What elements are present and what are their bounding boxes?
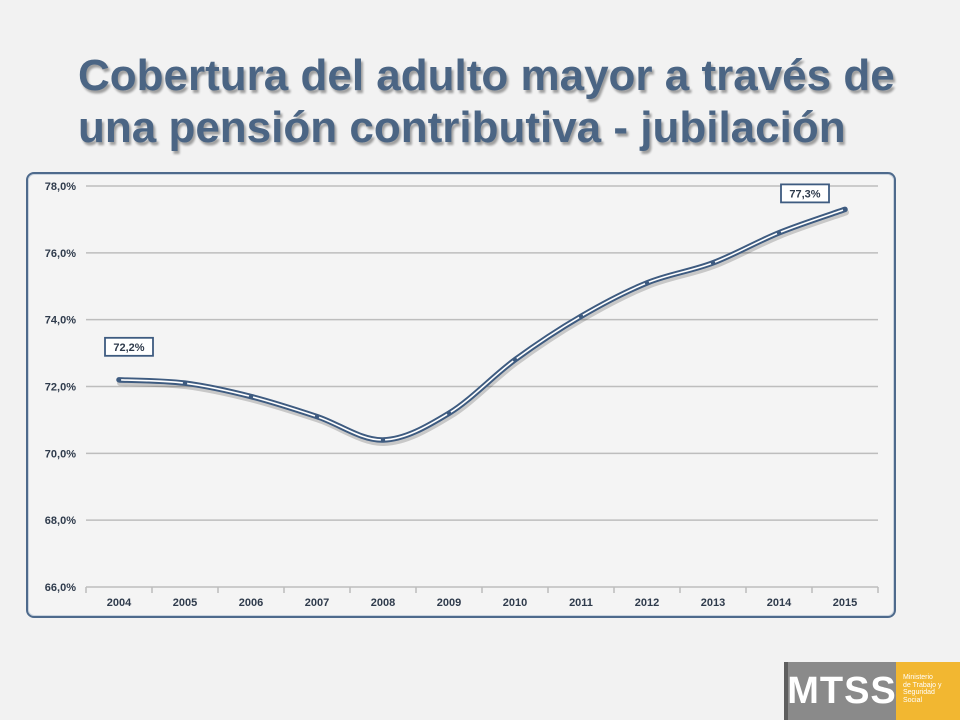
x-tick-label: 2004 bbox=[107, 597, 132, 609]
data-label-box bbox=[780, 183, 830, 204]
data-point bbox=[512, 357, 518, 362]
y-tick-label: 72,0% bbox=[45, 382, 76, 394]
x-tick-label: 2010 bbox=[503, 597, 527, 609]
y-tick-label: 78,0% bbox=[45, 181, 76, 193]
data-point bbox=[710, 260, 716, 266]
x-tick-label: 2015 bbox=[833, 597, 857, 609]
series-line-highlight bbox=[118, 208, 846, 441]
x-tick-label: 2006 bbox=[239, 597, 263, 609]
data-point bbox=[182, 380, 188, 386]
x-tick-label: 2011 bbox=[569, 597, 593, 609]
slide-title: Cobertura del adulto mayor a través de u… bbox=[78, 51, 895, 152]
y-tick-label: 66,0% bbox=[45, 582, 76, 594]
series-line-shadow bbox=[117, 209, 849, 446]
y-tick-label: 76,0% bbox=[45, 248, 76, 260]
y-tick-label: 74,0% bbox=[45, 315, 76, 327]
x-tick-label: 2005 bbox=[173, 597, 197, 609]
logo-ministry-name: Ministerio de Trabajo y Seguridad Social bbox=[896, 662, 960, 720]
series-line bbox=[116, 206, 848, 443]
data-point bbox=[578, 314, 584, 319]
x-tick-label: 2008 bbox=[371, 597, 395, 609]
y-tick-label: 68,0% bbox=[45, 515, 76, 527]
x-tick-label: 2009 bbox=[437, 597, 461, 609]
data-label: 72,2% bbox=[113, 342, 144, 354]
x-tick-label: 2012 bbox=[635, 597, 659, 609]
data-label: 77,3% bbox=[789, 188, 820, 200]
data-point bbox=[248, 394, 254, 399]
x-tick-label: 2013 bbox=[701, 597, 725, 609]
data-point bbox=[116, 377, 122, 383]
data-label-box bbox=[104, 336, 154, 357]
mtss-logo: MTSS Ministerio de Trabajo y Seguridad S… bbox=[784, 662, 960, 720]
data-point bbox=[446, 411, 452, 416]
data-point bbox=[380, 437, 386, 443]
logo-acronym: MTSS bbox=[784, 662, 896, 720]
y-tick-label: 70,0% bbox=[45, 448, 76, 460]
x-tick-label: 2014 bbox=[767, 597, 792, 609]
data-point bbox=[644, 280, 650, 286]
data-point bbox=[314, 414, 320, 419]
data-point bbox=[776, 230, 782, 235]
x-tick-label: 2007 bbox=[305, 597, 329, 609]
data-point bbox=[842, 207, 848, 212]
